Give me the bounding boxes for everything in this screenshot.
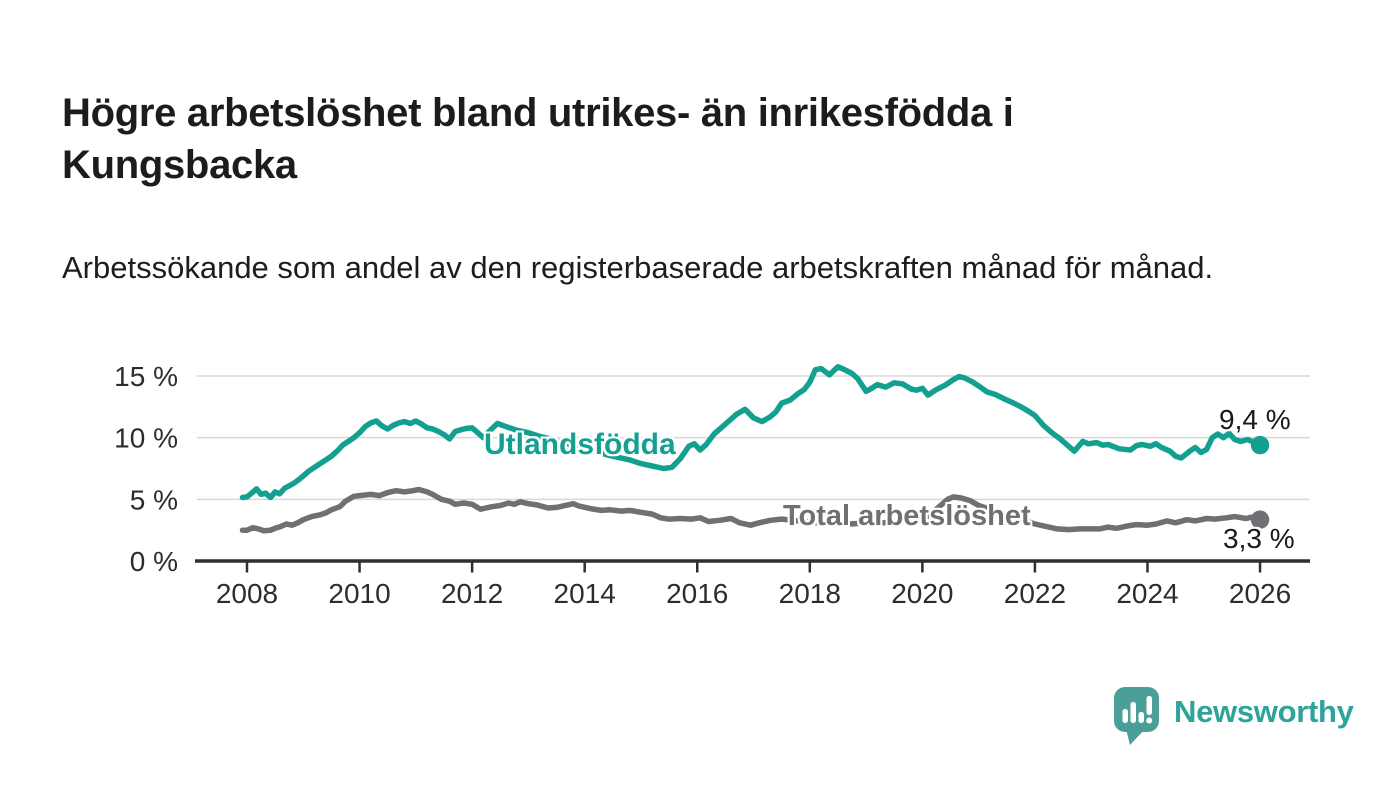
x-axis-tick-label: 2018 — [779, 578, 841, 609]
x-axis-tick-label: 2014 — [554, 578, 616, 609]
x-axis-tick-label: 2024 — [1116, 578, 1178, 609]
x-axis-tick-label: 2012 — [441, 578, 503, 609]
page-title: Högre arbetslöshet bland utrikes- än inr… — [62, 90, 1014, 187]
x-axis-tick-label: 2008 — [216, 578, 278, 609]
x-axis-tick-label: 2016 — [666, 578, 728, 609]
x-axis-tick-label: 2020 — [891, 578, 953, 609]
y-axis-tick-label: 15 % — [114, 361, 178, 392]
series-line-0 — [239, 364, 1263, 501]
chart-subtitle: Arbetssökande som andel av den registerb… — [62, 250, 1214, 285]
newsworthy-logo: Newsworthy — [1113, 685, 1354, 747]
x-axis-tick-label: 2022 — [1004, 578, 1066, 609]
newsworthy-logo-text: Newsworthy — [1174, 694, 1354, 729]
y-axis-tick-label: 5 % — [130, 484, 178, 515]
series-line-1 — [239, 486, 1263, 534]
y-axis-tick-label: 0 % — [130, 546, 178, 577]
end-value-label-utlandsfodda: 9,4 % — [1219, 404, 1291, 435]
x-axis-tick-label: 2010 — [328, 578, 390, 609]
series-end-dot-1 — [1250, 510, 1270, 529]
x-axis-tick-label: 2026 — [1229, 578, 1291, 609]
series-label-utlandsfodda: Utlandsfödda — [484, 428, 676, 461]
end-value-label-total: 3,3 % — [1223, 523, 1295, 554]
y-axis-tick-label: 10 % — [114, 423, 178, 454]
series-label-total-arbetsloshet: Total arbetslöshet — [783, 500, 1031, 532]
series-end-dot-0 — [1250, 435, 1270, 455]
newsworthy-logo-icon — [1114, 687, 1159, 745]
